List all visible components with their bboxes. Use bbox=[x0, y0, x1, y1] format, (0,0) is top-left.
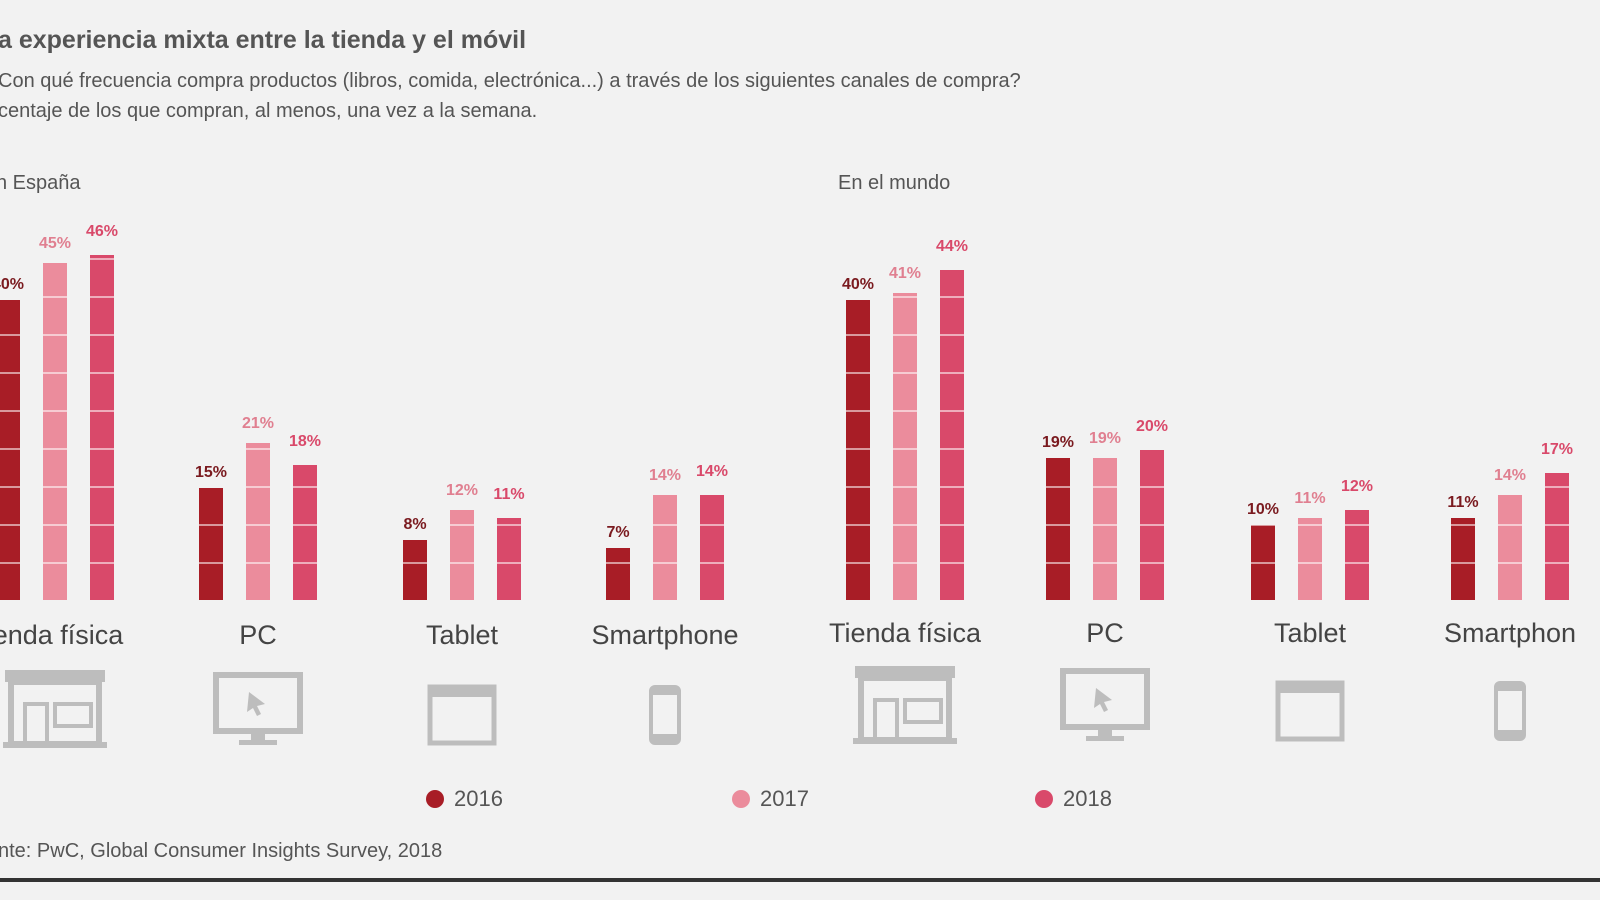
data-label: 14% bbox=[695, 463, 729, 480]
data-label: 21% bbox=[241, 414, 275, 432]
category-label: Smartphon bbox=[1443, 618, 1577, 648]
bar-2016-1 bbox=[1046, 457, 1070, 600]
bar-2018-1 bbox=[1140, 450, 1164, 600]
bar-2017-1 bbox=[1093, 457, 1117, 600]
legend-item-2018: 2018 bbox=[1035, 786, 1112, 812]
data-label: 17% bbox=[1540, 440, 1574, 458]
data-label: 7% bbox=[606, 523, 630, 541]
tablet-icon bbox=[1275, 680, 1345, 747]
category-label: Tablet bbox=[425, 620, 499, 650]
bar-2016-2 bbox=[1251, 525, 1275, 600]
bar-2016-1 bbox=[199, 487, 223, 600]
bar-2018-0 bbox=[90, 255, 114, 600]
bar-2016-0 bbox=[846, 300, 870, 600]
data-label: 12% bbox=[445, 482, 479, 499]
smartphone-icon bbox=[648, 684, 682, 751]
data-label: 19% bbox=[1088, 429, 1122, 447]
data-label: 44% bbox=[935, 238, 969, 255]
category-label: ienda física bbox=[0, 620, 124, 650]
data-label: 40% bbox=[0, 276, 25, 293]
data-label: 14% bbox=[648, 467, 682, 484]
legend-swatch bbox=[732, 790, 750, 808]
legend-item-2017: 2017 bbox=[732, 786, 809, 812]
panel-title-spain: n España bbox=[0, 172, 81, 194]
smartphone-icon bbox=[1493, 680, 1527, 747]
legend-label: 2016 bbox=[454, 786, 503, 811]
data-label: 15% bbox=[194, 463, 228, 481]
bar-2017-2 bbox=[1298, 517, 1322, 600]
data-label: 10% bbox=[1246, 501, 1280, 518]
bar-2018-2 bbox=[1345, 510, 1369, 600]
bar-2017-1 bbox=[246, 442, 270, 600]
bar-2018-3 bbox=[1545, 472, 1569, 600]
store-icon bbox=[853, 664, 957, 751]
bar-2018-2 bbox=[497, 517, 521, 600]
legend-swatch bbox=[1035, 790, 1053, 808]
data-label: 20% bbox=[1135, 418, 1169, 435]
bar-2017-3 bbox=[1498, 495, 1522, 600]
bar-2018-3 bbox=[700, 495, 724, 600]
chart-subtitle-note: centaje de los que compran, al menos, un… bbox=[0, 100, 538, 122]
data-label: 8% bbox=[403, 516, 427, 533]
legend-label: 2017 bbox=[760, 786, 809, 811]
bar-2017-2 bbox=[450, 510, 474, 600]
bar-2016-3 bbox=[606, 547, 630, 600]
data-label: 11% bbox=[1447, 493, 1479, 511]
data-label: 12% bbox=[1340, 478, 1374, 495]
bar-2016-0 bbox=[0, 300, 20, 600]
data-label: 40% bbox=[841, 276, 875, 293]
data-label: 45% bbox=[38, 234, 72, 252]
bar-2016-2 bbox=[403, 540, 427, 600]
data-label: 41% bbox=[888, 264, 922, 282]
data-label: 18% bbox=[288, 433, 322, 450]
category-label: Tablet bbox=[1273, 618, 1347, 648]
source-note: nte: PwC, Global Consumer Insights Surve… bbox=[0, 840, 443, 862]
monitor-icon bbox=[213, 672, 303, 751]
bar-2017-0 bbox=[893, 292, 917, 600]
legend-swatch bbox=[426, 790, 444, 808]
bar-2016-3 bbox=[1451, 517, 1475, 600]
bar-2017-3 bbox=[653, 495, 677, 600]
bar-2017-0 bbox=[43, 262, 67, 600]
data-label: 11% bbox=[1294, 489, 1326, 507]
store-icon bbox=[3, 668, 107, 755]
category-label: PC bbox=[239, 620, 277, 650]
data-label: 46% bbox=[85, 223, 119, 240]
data-label: 14% bbox=[1493, 467, 1527, 484]
chart-title: a experiencia mixta entre la tienda y el… bbox=[0, 26, 527, 54]
panel-title-world: En el mundo bbox=[838, 172, 951, 194]
bar-2018-1 bbox=[293, 465, 317, 600]
legend-item-2016: 2016 bbox=[426, 786, 503, 812]
monitor-icon bbox=[1060, 668, 1150, 747]
bottom-rule bbox=[0, 878, 1600, 882]
bar-2018-0 bbox=[940, 270, 964, 600]
category-label: PC bbox=[1086, 618, 1124, 648]
tablet-icon bbox=[427, 684, 497, 751]
data-label: 19% bbox=[1041, 433, 1075, 451]
legend-label: 2018 bbox=[1063, 786, 1112, 811]
category-label: Tienda física bbox=[828, 618, 982, 648]
data-label: 11% bbox=[493, 485, 525, 503]
chart-subtitle-question: Con qué frecuencia compra productos (lib… bbox=[0, 70, 1021, 92]
category-label: Smartphone bbox=[591, 620, 739, 650]
